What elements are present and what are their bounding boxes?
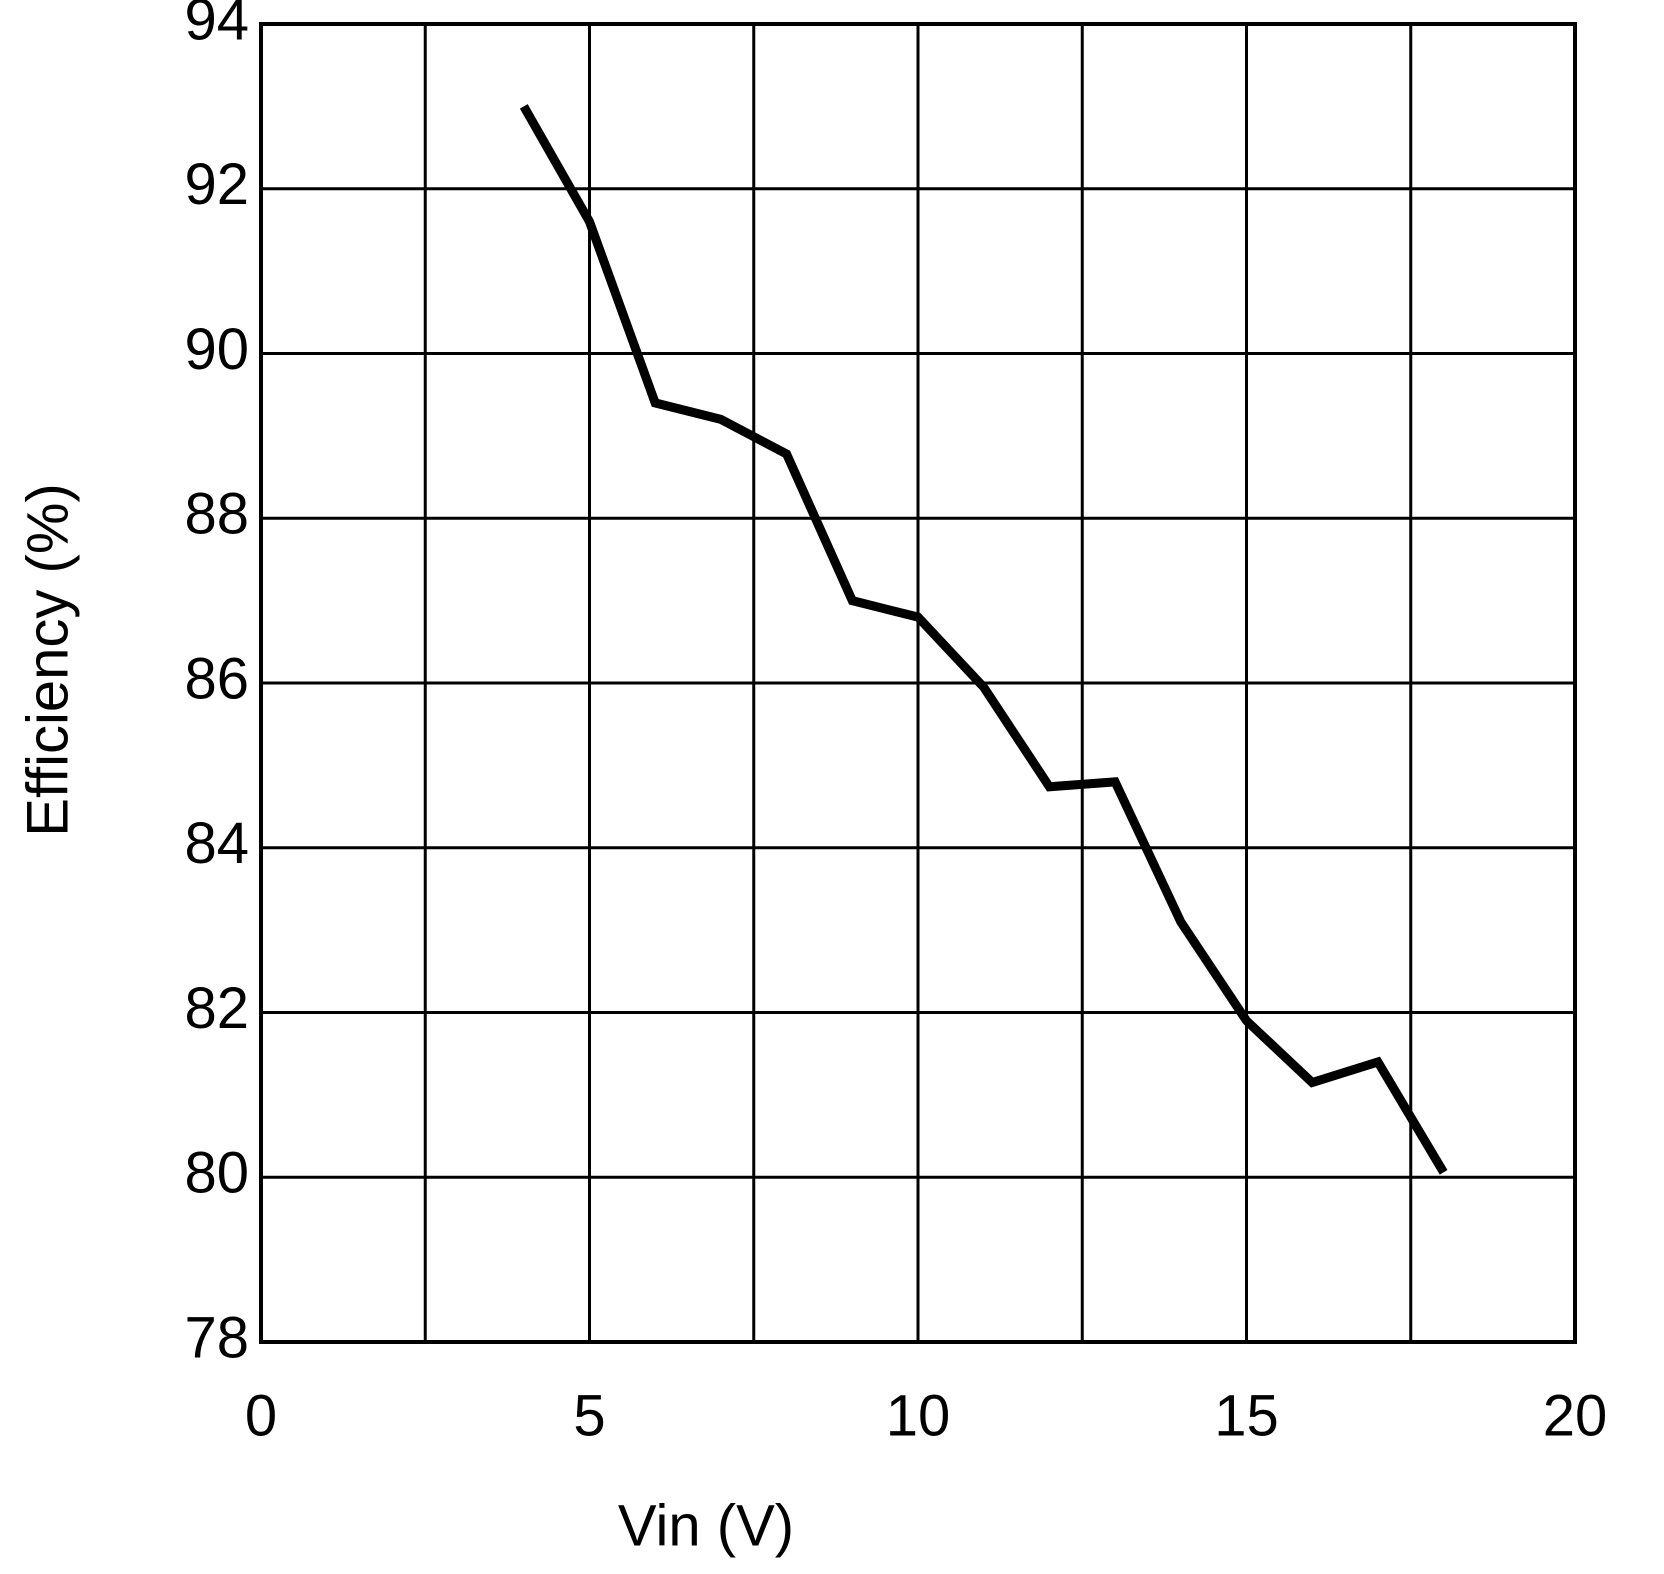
data-line — [519, 104, 1448, 1175]
x-tick-label: 10 — [886, 1383, 951, 1448]
y-tick-label: 80 — [184, 1141, 249, 1206]
y-tick-label: 90 — [184, 317, 249, 382]
y-tick-label: 82 — [184, 976, 249, 1041]
x-tick-label: 20 — [1543, 1383, 1608, 1448]
x-tick-label: 15 — [1214, 1383, 1279, 1448]
y-tick-label: 92 — [184, 152, 249, 217]
x-tick-label: 5 — [573, 1383, 605, 1448]
y-axis-label: Efficiency (%) — [15, 483, 80, 836]
y-tick-label: 94 — [184, 0, 249, 52]
x-tick-label: 0 — [245, 1383, 277, 1448]
plot-frame — [259, 22, 1577, 1344]
x-axis-label: Vin (V) — [618, 1493, 794, 1558]
y-tick-label: 88 — [184, 482, 249, 547]
y-tick-label: 86 — [184, 646, 249, 711]
y-tick-label: 78 — [184, 1305, 249, 1370]
y-tick-label: 84 — [184, 811, 249, 876]
